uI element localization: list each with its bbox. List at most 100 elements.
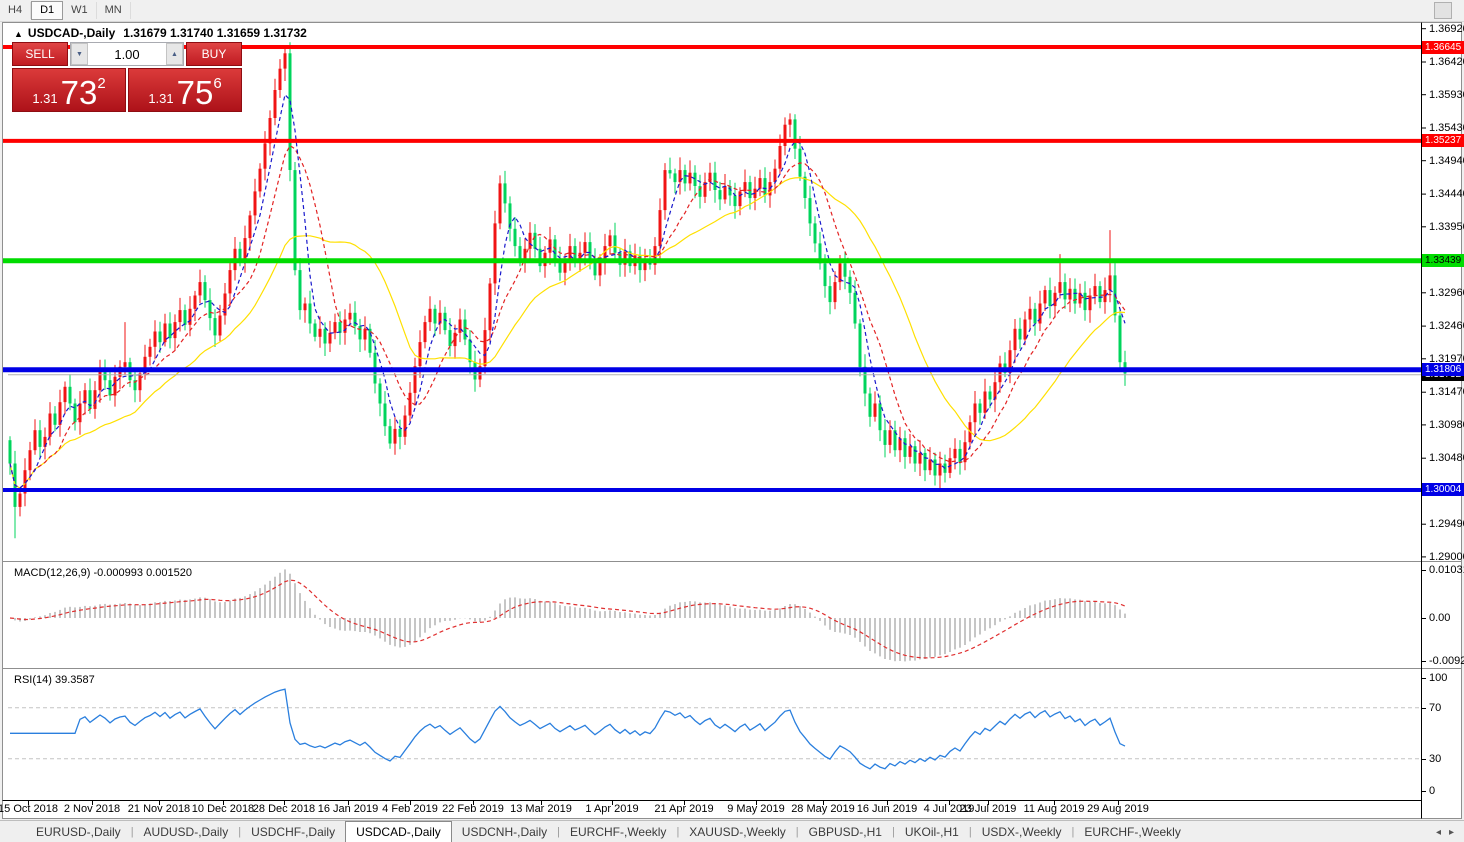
candle-body [763,178,767,196]
symbol-tab[interactable]: USDCNH-,Daily [461,825,548,839]
candle-body [488,283,492,331]
candle-body [108,380,112,396]
price-axis-label: 1.31470 [1429,386,1464,398]
symbol-tab[interactable]: UKOil-,H1 [904,825,959,839]
candle-body [248,215,252,239]
timeframe-button-d1[interactable]: D1 [31,1,64,20]
candle-body [563,259,567,273]
timeframe-button-w1[interactable]: W1 [63,2,97,19]
macd-label: MACD(12,26,9) -0.000993 0.001520 [14,567,192,579]
candle-body [153,331,157,347]
symbol-tab[interactable]: XAUUSD-,Weekly [689,825,786,839]
level-price-tag[interactable]: 1.33439 [1422,254,1464,267]
candle-body [303,303,307,311]
volume-increase-button[interactable]: ▲ [166,43,183,65]
buy-button[interactable]: BUY [186,42,242,66]
candle-body [983,391,987,413]
candle-body [223,293,227,316]
tab-scroll-left-icon[interactable]: ◂ [1435,826,1441,838]
symbol-tab[interactable]: EURUSD-,Daily [36,825,121,839]
candle-body [253,191,257,216]
candle-body [1118,315,1122,363]
candle-body [1013,328,1017,351]
candle-body [213,318,217,336]
candle-body [903,438,907,457]
timeframe-button-mn[interactable]: MN [97,2,131,19]
timeframe-button-h4[interactable]: H4 [0,2,32,19]
date-axis-label: 23 Jul 2019 [959,803,1017,815]
candle-body [773,168,777,182]
date-axis-label: 4 Feb 2019 [382,803,438,815]
candle-body [683,170,687,184]
candle-body [308,303,312,324]
symbol-tab[interactable]: USDCHF-,Daily [251,825,336,839]
candle-body [698,186,702,197]
candle-body [363,328,367,340]
level-price-tag[interactable]: 1.35237 [1422,134,1464,147]
rsi-axis-label: 30 [1429,753,1442,765]
volume-decrease-button[interactable]: ▼ [71,43,88,65]
rsi-line [10,688,1126,770]
candle-body [1053,292,1057,307]
volume-input[interactable] [88,43,166,65]
candle-body [743,182,747,192]
level-price-tag[interactable]: 1.30004 [1422,483,1464,496]
candle-body [333,322,337,333]
macd-histogram [14,569,1126,662]
candle-body [183,310,187,325]
candle-body [483,330,487,367]
sell-button[interactable]: SELL [12,42,68,66]
symbol-tab[interactable]: AUDUSD-,Daily [143,825,229,839]
candle-body [963,442,967,463]
candle-body [468,339,472,363]
buy-price-prefix: 1.31 [148,91,174,106]
symbol-tab[interactable]: GBPUSD-,H1 [808,825,882,839]
candle-body [783,124,787,146]
price-axis-label: 1.32960 [1429,287,1464,299]
candle-body [408,392,412,416]
candle-body [58,402,62,425]
buy-price-box[interactable]: 1.31 75 6 [128,68,242,112]
candle-body [1088,295,1092,311]
symbol-tab[interactable]: USDCAD-,Daily [345,821,452,842]
chart-window-frame [2,22,1462,819]
symbol-tab[interactable]: EURCHF-,Weekly [569,825,667,839]
buy-price-big: 75 [176,74,214,111]
symbol-tab[interactable]: EURCHF-,Weekly [1084,825,1181,839]
level-price-tag[interactable]: 1.31806 [1422,363,1464,376]
sell-price-box[interactable]: 1.31 73 2 [12,68,126,112]
candle-body [818,243,822,264]
price-axis-label: 1.30980 [1429,419,1464,431]
candle-body [843,263,847,277]
candle-body [1043,290,1047,304]
candle-body [933,459,937,476]
candle-body [668,170,672,174]
candle-body [938,463,942,476]
candle-body [313,323,317,337]
candle-body [923,452,927,471]
candle-body [243,238,247,263]
tab-scroll-right-icon[interactable]: ▸ [1448,826,1454,838]
collapse-arrow-icon[interactable]: ▲ [14,29,23,39]
volume-stepper: ▼ ▲ [70,42,184,66]
candle-body [193,295,197,309]
chart-tabs-bar: EURUSD-,Daily | AUDUSD-,Daily | USDCHF-,Dail… [0,820,1464,842]
price-axis-label: 1.34440 [1429,188,1464,200]
candle-body [508,203,512,229]
candle-body [268,118,272,144]
candle-body [998,363,1002,383]
date-axis-label: 16 Jan 2019 [317,803,379,815]
candle-body [398,428,402,437]
candle-body [478,366,482,380]
sell-price-prefix: 1.31 [32,91,58,106]
toolbar-corner-button[interactable] [1434,2,1452,19]
tab-separator: | [557,826,560,838]
symbol-tab[interactable]: USDX-,Weekly [981,825,1062,839]
date-axis-label: 13 Mar 2019 [510,803,572,815]
level-price-tag[interactable]: 1.36645 [1422,41,1464,54]
candle-body [533,232,537,249]
candle-body [803,176,807,198]
candle-body [788,119,792,125]
